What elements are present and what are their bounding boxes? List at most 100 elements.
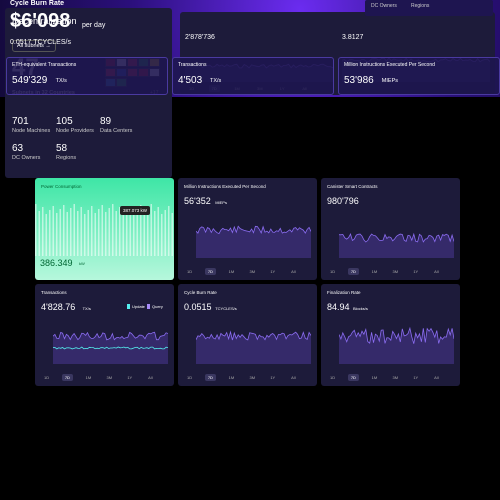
card-title: Transactions [178, 62, 207, 68]
card-title: Million Instructions Executed Per Second [344, 62, 435, 68]
metric-unit: kW [79, 261, 85, 266]
time-range-button[interactable]: 1M [228, 269, 235, 274]
bar [38, 211, 40, 256]
stat-value: 89 [100, 116, 112, 127]
metric-unit: TCYCLES/s [215, 306, 237, 311]
legend-item: Query [147, 304, 163, 309]
time-range-button[interactable]: 3M [392, 375, 399, 380]
card-value: 549'329 [12, 75, 48, 86]
time-range-button[interactable]: 1D [330, 269, 336, 274]
bar [70, 208, 72, 256]
card-title: ETH-equivalent Transactions [12, 62, 77, 68]
time-range-button[interactable]: All [434, 375, 439, 380]
bar [98, 209, 100, 256]
time-range-button[interactable]: 3M [249, 269, 256, 274]
chart [53, 331, 168, 364]
tag: DC Owners [371, 3, 397, 9]
panel-title: Decentralization [12, 16, 77, 26]
metric-unit: Blocks/s [353, 306, 368, 311]
bar [150, 204, 152, 256]
time-range-button[interactable]: 1M [85, 375, 92, 380]
time-range-button[interactable]: 1Y [270, 269, 276, 274]
panel-title: Cycle Burn Rate [184, 290, 217, 295]
stat-value: 63 [12, 143, 24, 154]
time-range-button[interactable]: 1D [187, 269, 193, 274]
time-range-button[interactable]: 1D [330, 375, 336, 380]
line [339, 232, 454, 243]
card-unit: MIEPs [381, 78, 398, 84]
bar [80, 207, 82, 256]
time-range-button[interactable]: 7D [61, 374, 73, 381]
burn-rate: 0.0517 TCYCLES/s [10, 39, 71, 46]
metric-card: Million Instructions Executed Per Second… [338, 57, 500, 95]
bar [133, 213, 135, 256]
stat-label: Regions [56, 155, 77, 161]
time-range-button[interactable]: 1Y [413, 375, 419, 380]
time-range-button[interactable]: 3M [249, 375, 256, 380]
bar [49, 210, 51, 256]
area [196, 226, 311, 258]
bar [129, 206, 131, 256]
time-range-button[interactable]: 3M [106, 375, 113, 380]
time-range-button[interactable]: 1D [44, 375, 50, 380]
bar [42, 207, 44, 256]
line [53, 346, 168, 350]
stat-value: 58 [56, 143, 68, 154]
time-range-button[interactable]: 1M [371, 269, 378, 274]
bar [147, 208, 149, 256]
metric-value: 0.0515 [184, 302, 212, 312]
metric-panel: Cycle Burn Rate 0.0515 TCYCLES/s 1D 7D 1M 3M 1Y… [178, 284, 317, 386]
bar [87, 210, 89, 256]
tag-box: DC Owners Regions [365, 0, 493, 16]
bar [73, 204, 75, 256]
line [196, 225, 311, 235]
time-range-button[interactable]: 3M [392, 269, 399, 274]
time-range-button[interactable]: All [291, 269, 296, 274]
card-unit: TX/s [55, 78, 67, 84]
bar [115, 211, 117, 256]
bar [45, 214, 47, 256]
bar [143, 212, 145, 256]
time-range-button[interactable]: 1D [187, 375, 193, 380]
all-subnets-button[interactable]: All subnets → [12, 40, 56, 52]
panel-title: Finalization Rate [327, 290, 361, 295]
time-range-button[interactable]: 7D [347, 268, 359, 275]
area [196, 332, 311, 364]
burn-value: $6'098 [10, 10, 71, 32]
metric-value: 980'796 [327, 196, 359, 206]
tooltip: 387.073 kW [120, 206, 151, 215]
time-range-button[interactable]: 1M [371, 375, 378, 380]
time-range-button[interactable]: 7D [204, 374, 216, 381]
time-range-button[interactable]: 1M [228, 375, 235, 380]
time-range-button[interactable]: 1Y [413, 269, 419, 274]
stat-label: Data Centers [100, 128, 133, 134]
bar [59, 209, 61, 256]
metric-value: 3.8127 [342, 34, 364, 41]
bar [119, 207, 121, 256]
metric-panel: Canister Smart Contracts 980'796 1D 7D 1M 3M 1… [321, 178, 460, 280]
panel-title: Power Consumption [41, 184, 82, 189]
metric-value: 56'352 [184, 196, 211, 206]
chart [339, 326, 454, 364]
time-range-button[interactable]: All [434, 269, 439, 274]
time-range-button[interactable]: 7D [204, 268, 216, 275]
bar [105, 212, 107, 256]
bar [66, 212, 68, 256]
legend-item: Update [127, 304, 145, 309]
time-range-button[interactable]: 1Y [270, 375, 276, 380]
panel-title: Million Instructions Executed Per Second [184, 184, 266, 189]
time-range-button[interactable]: 7D [347, 374, 359, 381]
metric-value: 386.349 [40, 258, 73, 268]
bar [168, 206, 170, 256]
time-range-button[interactable]: All [148, 375, 153, 380]
time-range-button[interactable]: 1Y [127, 375, 133, 380]
bar [161, 214, 163, 256]
bar [171, 213, 173, 256]
panel-title: Canister Smart Contracts [327, 184, 378, 189]
time-range-button[interactable]: All [291, 375, 296, 380]
bar [164, 210, 166, 256]
line [196, 330, 311, 341]
stat-label: Node Providers [56, 128, 94, 134]
